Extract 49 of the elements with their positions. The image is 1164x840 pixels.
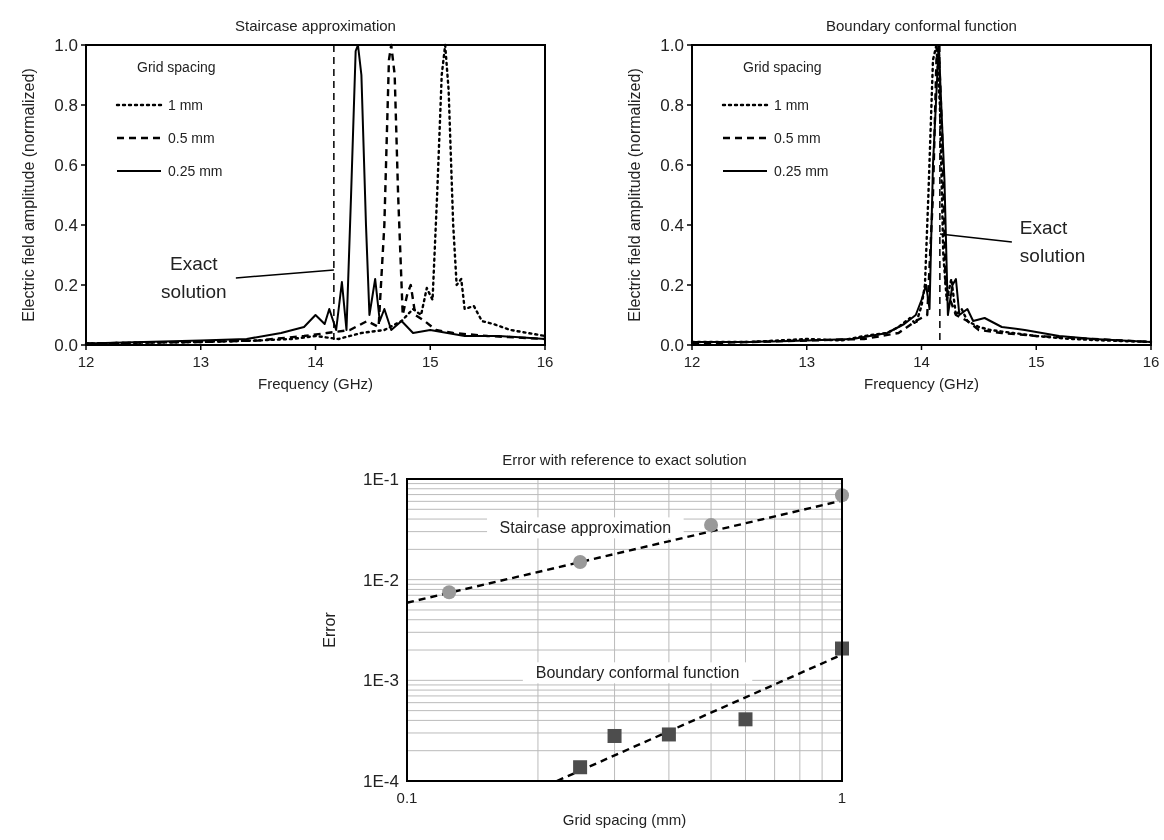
chart-title: Error with reference to exact solution [502, 451, 747, 468]
y-tick-label: 0.6 [54, 156, 78, 175]
legend-label: 0.5 mm [774, 130, 821, 146]
y-tick-label: 0.2 [660, 276, 684, 295]
y-tick-label: 1.0 [54, 36, 78, 55]
legend-title: Grid spacing [743, 59, 822, 75]
y-axis-title: Electric field amplitude (normalized) [626, 68, 643, 322]
x-tick-label: 1 [837, 789, 847, 806]
x-tick-label: 15 [421, 353, 439, 370]
annotation: Exact solution [161, 253, 227, 302]
x-tick-label: 13 [798, 353, 816, 370]
y-tick-label: 0.4 [54, 216, 78, 235]
x-tick-label: 13 [192, 353, 210, 370]
y-tick-label: 1E-2 [363, 570, 399, 590]
legend-label: 0.25 mm [168, 163, 223, 179]
x-axis-title: Grid spacing (mm) [562, 811, 687, 828]
chart-title: Boundary conformal function [826, 17, 1017, 34]
y-tick-label: 0.0 [54, 336, 78, 355]
series-label: Staircase approximation [499, 519, 672, 537]
x-tick-label: 15 [1027, 353, 1045, 370]
y-tick-label: 1.0 [660, 36, 684, 55]
y-tick-label: 1E-1 [363, 470, 399, 489]
legend-title: Grid spacing [137, 59, 216, 75]
y-tick-label: 1E-3 [363, 671, 399, 691]
x-axis-title: Frequency (GHz) [863, 375, 980, 392]
legend-label: 0.5 mm [168, 130, 215, 146]
x-axis-title: Frequency (GHz) [257, 375, 374, 392]
y-tick-label: 0.8 [54, 96, 78, 115]
legend-label: 1 mm [168, 97, 203, 113]
y-tick-label: 0.6 [660, 156, 684, 175]
x-tick-label: 12 [683, 353, 701, 370]
x-tick-label: 14 [913, 353, 930, 370]
x-tick-label: 16 [536, 353, 554, 370]
y-tick-label: 0.2 [54, 276, 78, 295]
chart-title: Staircase approximation [235, 17, 396, 34]
annotation: Exact solution [1019, 217, 1086, 266]
legend-label: 1 mm [774, 97, 809, 113]
x-tick-label: 0.1 [396, 789, 418, 806]
y-tick-label: 1E-4 [363, 772, 399, 791]
legend-label: 0.25 mm [774, 163, 829, 179]
x-tick-label: 14 [307, 353, 324, 370]
y-tick-label: 0.4 [660, 216, 684, 235]
y-axis-title: Electric field amplitude (normalized) [20, 68, 37, 322]
x-tick-label: 12 [77, 353, 95, 370]
x-tick-label: 16 [1142, 353, 1160, 370]
y-axis-title: Error [321, 611, 338, 648]
y-tick-label: 0.8 [660, 96, 684, 115]
series-label: Boundary conformal function [535, 664, 740, 682]
y-tick-label: 0.0 [660, 336, 684, 355]
